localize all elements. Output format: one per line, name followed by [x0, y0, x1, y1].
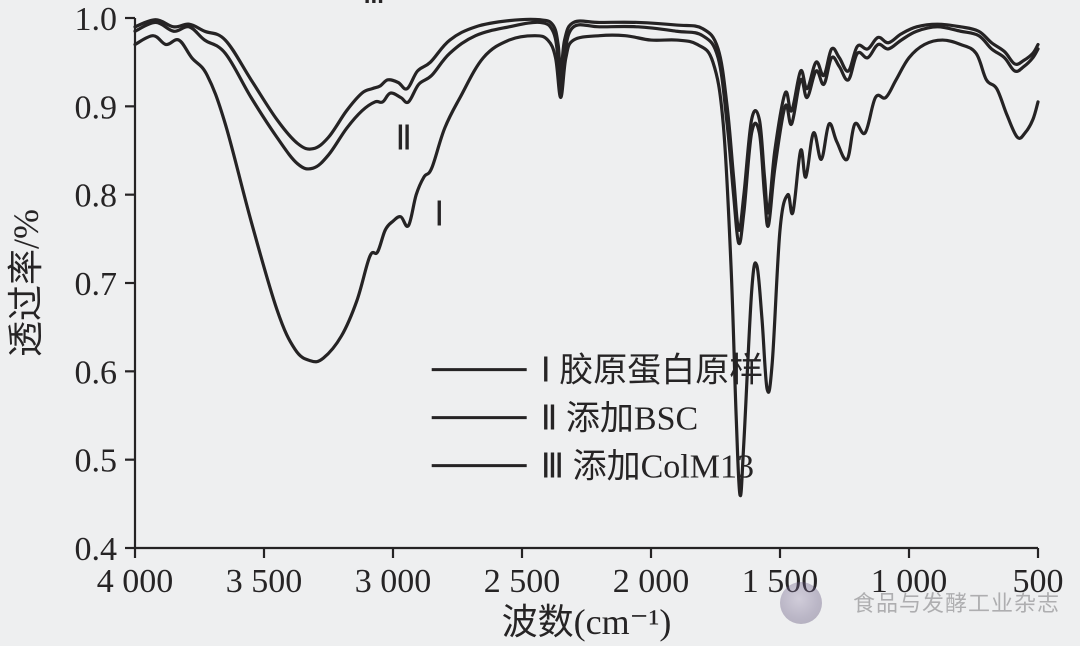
- chart-svg: 4 0003 5003 0002 5002 0001 5001 0005000.…: [0, 0, 1080, 646]
- y-tick-label: 1.0: [75, 1, 118, 38]
- legend-item: Ⅲ 添加ColM13: [541, 449, 754, 486]
- watermark-text: 食品与发酵工业杂志: [853, 586, 1060, 618]
- watermark-logo: [780, 582, 822, 624]
- y-tick-label: 0.7: [75, 266, 118, 303]
- y-tick-label: 0.8: [75, 178, 118, 215]
- x-tick-label: 3 500: [226, 563, 303, 600]
- y-axis-label: 透过率/%: [6, 209, 46, 357]
- x-tick-label: 4 000: [97, 563, 174, 600]
- series-annot-I: Ⅰ: [434, 197, 444, 234]
- y-tick-label: 0.5: [75, 443, 118, 480]
- series-II: [135, 22, 1038, 243]
- y-tick-label: 0.9: [75, 89, 118, 126]
- y-tick-label: 0.6: [75, 354, 118, 391]
- y-tick-label: 0.4: [75, 531, 118, 568]
- series-annot-II: Ⅱ: [395, 121, 412, 158]
- x-axis-label: 波数(cm⁻¹): [502, 602, 672, 642]
- legend-item: Ⅰ 胶原蛋白原样: [541, 352, 764, 390]
- x-tick-label: 2 500: [484, 563, 561, 600]
- legend-item: Ⅱ 添加BSC: [541, 401, 699, 438]
- series-III: [135, 19, 1038, 230]
- ftir-chart: 4 0003 5003 0002 5002 0001 5001 0005000.…: [0, 0, 1080, 646]
- x-tick-label: 2 000: [613, 563, 690, 600]
- series-annot-III: Ⅲ: [362, 0, 385, 11]
- x-tick-label: 3 000: [355, 563, 432, 600]
